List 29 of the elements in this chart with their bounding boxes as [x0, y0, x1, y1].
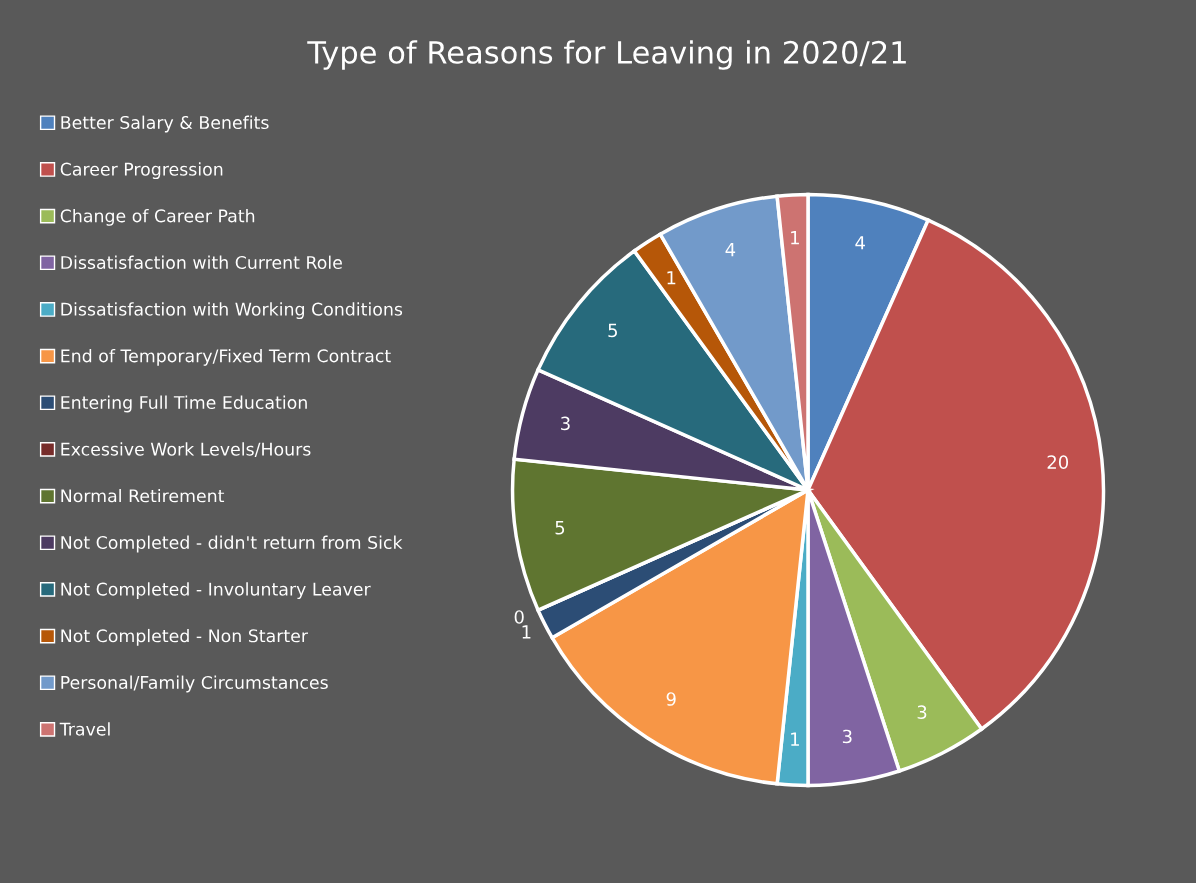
legend-label: Excessive Work Levels/Hours	[61, 442, 311, 458]
legend-label: Better Salary & Benefits	[61, 115, 269, 133]
data-label: 1	[667, 271, 676, 285]
legend-label: End of Temporary/Fixed Term Contract	[61, 348, 391, 366]
data-label: 1	[522, 625, 531, 639]
data-label: 5	[608, 323, 617, 338]
legend-label: Dissatisfaction with Working Conditions	[61, 302, 403, 320]
data-label: 5	[555, 521, 565, 535]
data-label: 20	[1047, 455, 1069, 469]
legend-label: Travel	[59, 722, 110, 736]
legend-label: Personal/Family Circumstances	[61, 675, 328, 693]
legend-label: Dissatisfaction with Current Role	[61, 255, 342, 270]
legend-label: Career Progression	[60, 162, 223, 180]
data-label: 1	[791, 231, 799, 245]
chart-title: Type of Reasons for Leaving in 2020/21	[307, 40, 906, 70]
legend-label: Entering Full Time Education	[61, 395, 307, 413]
legend-label: Normal Retirement	[61, 488, 225, 503]
data-label: 3	[561, 416, 570, 431]
legend-label: Change of Career Path	[60, 208, 255, 226]
data-label: 1	[791, 732, 799, 746]
data-label: 4	[725, 242, 736, 257]
legend-label: Not Completed - Non Starter	[61, 628, 309, 646]
legend-label: Not Completed - didn't return from Sick	[61, 535, 403, 553]
legend-label: Not Completed - Involuntary Leaver	[61, 582, 371, 600]
data-label: 9	[666, 692, 676, 706]
data-label: 4	[855, 236, 865, 250]
data-label: 3	[917, 705, 927, 719]
text: 0	[514, 610, 524, 624]
data-label: 3	[842, 729, 852, 744]
